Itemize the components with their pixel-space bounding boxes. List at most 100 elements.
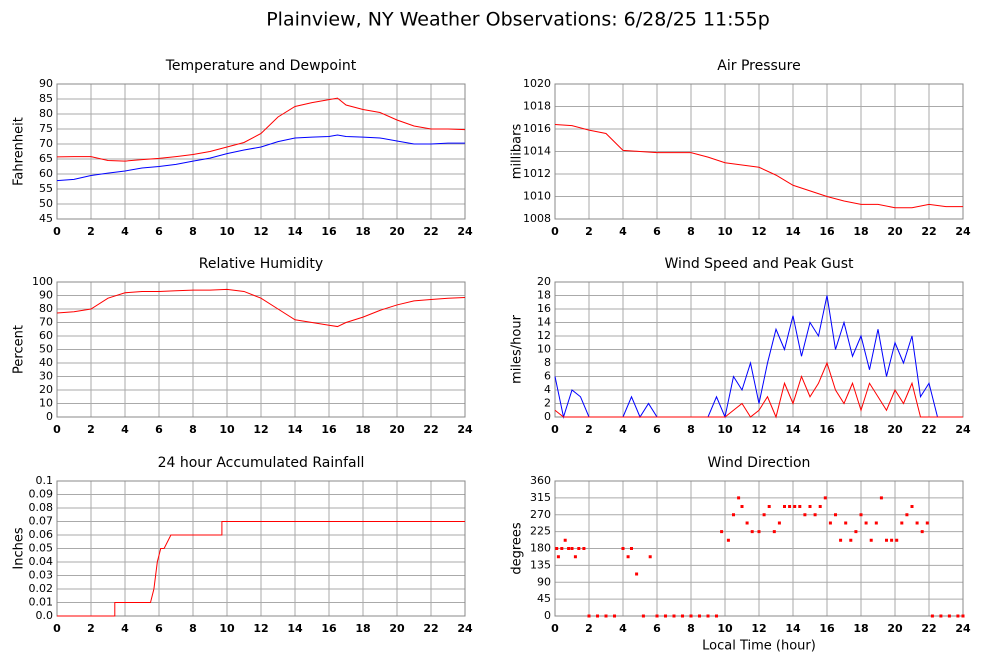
y-tick-label: 70	[39, 316, 53, 329]
data-point	[726, 538, 730, 542]
data-point	[879, 496, 883, 500]
y-tick-label: 50	[39, 197, 53, 210]
y-tick-label: 315	[530, 491, 551, 504]
x-tick-label: 22	[921, 423, 936, 436]
y-tick-label: 100	[32, 275, 53, 288]
data-point	[555, 547, 559, 550]
x-tick-label: 0	[551, 423, 559, 436]
chart-title: Relative Humidity	[199, 256, 323, 272]
data-point	[885, 538, 888, 542]
data-point	[672, 614, 676, 618]
x-tick-label: 18	[355, 423, 370, 436]
x-tick-label: 20	[389, 225, 405, 238]
data-point	[859, 513, 863, 517]
x-tick-label: 6	[653, 225, 661, 238]
data-point	[732, 513, 735, 517]
y-tick-label: 0.04	[29, 555, 54, 568]
x-tick-label: 10	[219, 225, 235, 238]
y-axis-label: millibars	[510, 124, 525, 180]
data-point	[604, 614, 608, 618]
y-tick-label: 16	[537, 302, 551, 315]
x-tick-label: 22	[423, 622, 438, 635]
y-axis-label: Fahrenheit	[12, 117, 27, 186]
data-point	[689, 614, 693, 618]
chart-title: 24 hour Accumulated Rainfall	[158, 455, 365, 471]
data-point	[563, 538, 567, 542]
x-tick-label: 16	[819, 622, 835, 635]
x-tick-label: 20	[887, 622, 903, 635]
data-point	[648, 555, 652, 559]
y-tick-label: 14	[537, 316, 551, 329]
data-point	[577, 547, 581, 550]
y-tick-label: 90	[537, 575, 551, 588]
y-tick-label: 30	[39, 370, 53, 383]
x-tick-label: 18	[853, 622, 868, 635]
y-axis-label: miles/hour	[510, 314, 525, 383]
y-tick-label: 80	[39, 302, 53, 315]
x-tick-label: 4	[619, 423, 627, 436]
x-tick-label: 14	[287, 423, 303, 436]
data-point	[834, 513, 837, 517]
y-tick-label: 70	[39, 137, 53, 150]
data-point	[777, 521, 781, 525]
data-point	[813, 513, 817, 517]
x-tick-label: 2	[585, 622, 593, 635]
y-tick-label: 10	[39, 397, 53, 410]
y-tick-label: 0.01	[29, 596, 54, 609]
data-point	[567, 547, 571, 550]
x-tick-label: 0	[551, 225, 559, 238]
page-title: Plainview, NY Weather Observations: 6/28…	[266, 9, 770, 31]
x-tick-label: 10	[717, 622, 733, 635]
y-tick-label: 225	[530, 525, 551, 538]
data-point	[854, 530, 858, 534]
x-tick-label: 12	[253, 225, 268, 238]
data-point	[788, 505, 792, 508]
y-tick-label: 55	[39, 182, 53, 195]
data-point	[767, 505, 771, 508]
data-point	[874, 521, 878, 525]
y-tick-label: 1016	[523, 122, 551, 135]
data-point	[818, 505, 822, 508]
plot-frame	[554, 281, 964, 418]
y-tick-label: 0.08	[29, 501, 54, 514]
y-axis-label: Inches	[12, 527, 27, 569]
y-axis-label: Percent	[12, 325, 27, 374]
data-line	[57, 521, 465, 617]
y-tick-label: 0.0	[36, 609, 54, 622]
y-tick-label: 0	[46, 410, 53, 423]
x-tick-label: 10	[219, 622, 235, 635]
x-tick-label: 6	[653, 423, 661, 436]
x-tick-label: 16	[819, 423, 835, 436]
data-point	[681, 614, 684, 618]
x-tick-label: 16	[819, 225, 835, 238]
y-tick-label: 0	[544, 410, 551, 423]
data-point	[706, 614, 710, 618]
x-tick-label: 16	[321, 225, 337, 238]
data-point	[900, 521, 904, 525]
x-tick-label: 8	[189, 622, 197, 635]
data-point	[737, 496, 741, 500]
data-line	[56, 134, 465, 182]
x-tick-label: 22	[921, 622, 936, 635]
y-tick-label: 180	[530, 542, 551, 555]
data-point	[613, 614, 616, 618]
data-point	[630, 547, 633, 550]
y-tick-label: 1012	[523, 167, 551, 180]
x-tick-label: 2	[585, 423, 593, 436]
x-tick-label: 20	[389, 622, 405, 635]
x-tick-label: 8	[189, 225, 197, 238]
x-tick-label: 8	[687, 225, 695, 238]
y-tick-label: 60	[39, 329, 53, 342]
x-tick-label: 24	[457, 225, 473, 238]
x-tick-label: 14	[785, 423, 801, 436]
y-tick-label: 45	[537, 592, 551, 605]
x-tick-label: 2	[87, 225, 95, 238]
data-point	[930, 614, 934, 618]
plot-frame	[56, 83, 466, 220]
data-point	[698, 614, 701, 618]
y-tick-label: 65	[39, 152, 53, 165]
data-point	[956, 614, 960, 618]
y-tick-label: 90	[39, 289, 53, 302]
data-point	[925, 521, 929, 525]
